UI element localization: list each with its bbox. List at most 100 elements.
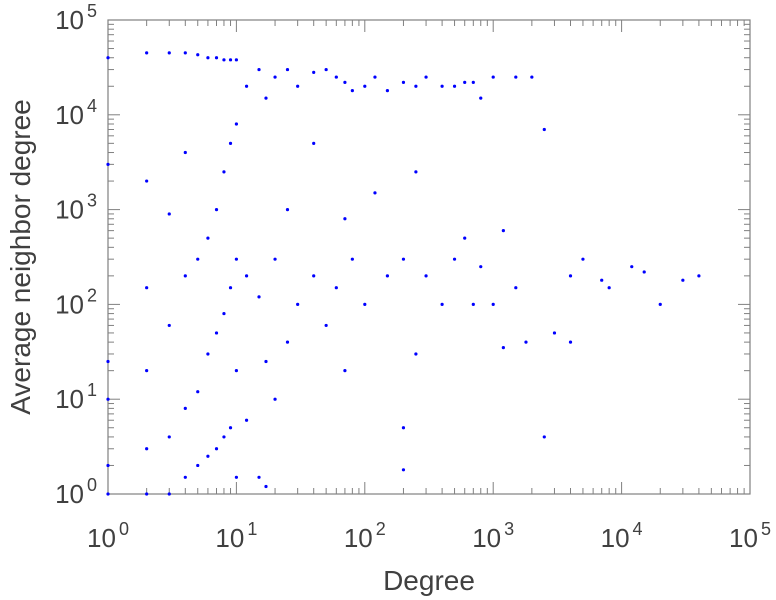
y-tick-exponent: 0	[87, 475, 97, 495]
data-point	[501, 346, 505, 350]
y-tick-exponent: 2	[87, 285, 97, 305]
data-point	[343, 217, 347, 221]
data-point	[385, 89, 390, 93]
x-tick-label: 10 4	[601, 519, 643, 553]
data-point	[257, 67, 261, 72]
data-point	[228, 141, 233, 145]
data-point	[183, 150, 187, 155]
y-tick-label: 10 3	[55, 191, 97, 225]
x-tick-base: 10	[601, 523, 630, 553]
y-tick-exponent: 3	[87, 191, 97, 211]
x-tick-labels: 10 0 10 1 10 2 10 3 10 4 10 5	[87, 519, 771, 553]
data-point	[607, 286, 611, 290]
data-point	[285, 208, 290, 212]
data-point	[206, 56, 210, 60]
data-point	[273, 397, 277, 401]
major-tick-marks	[107, 19, 751, 495]
data-point	[697, 274, 701, 278]
data-point	[196, 463, 200, 468]
data-point	[424, 274, 428, 278]
y-tick-base: 10	[55, 479, 84, 509]
data-point	[642, 270, 646, 274]
data-point	[183, 406, 187, 410]
data-point	[350, 89, 354, 93]
data-point	[630, 265, 634, 269]
data-point	[424, 75, 428, 79]
data-point	[568, 274, 573, 278]
data-point	[222, 170, 226, 174]
y-tick-exponent: 4	[87, 96, 97, 116]
data-point	[479, 96, 483, 100]
plot-area-border	[107, 19, 751, 495]
data-point	[234, 369, 238, 373]
data-point	[214, 56, 219, 60]
y-tick-base: 10	[55, 289, 84, 319]
data-point	[681, 278, 685, 282]
x-tick-label: 10 5	[729, 519, 771, 553]
data-point	[167, 323, 171, 328]
data-point	[273, 75, 277, 79]
data-point	[167, 492, 171, 496]
data-point	[167, 212, 171, 216]
x-tick-exponent: 4	[633, 519, 643, 539]
x-tick-base: 10	[344, 523, 373, 553]
data-point	[145, 492, 149, 496]
data-points	[106, 51, 701, 496]
data-point	[514, 75, 518, 79]
y-tick-label: 10 4	[55, 96, 97, 130]
data-point	[222, 311, 226, 316]
data-point	[501, 229, 505, 233]
data-point	[285, 340, 290, 344]
data-point	[264, 359, 268, 364]
data-point	[106, 397, 110, 401]
data-point	[463, 80, 467, 84]
data-point	[206, 236, 210, 240]
data-point	[244, 418, 249, 422]
x-tick-label: 10 3	[472, 519, 514, 553]
data-point	[106, 492, 110, 496]
data-point	[401, 80, 406, 84]
data-point	[244, 84, 249, 88]
x-tick-exponent: 5	[761, 519, 771, 539]
x-tick-exponent: 3	[504, 519, 514, 539]
data-point	[196, 257, 200, 261]
data-point	[222, 58, 226, 62]
data-point	[324, 323, 328, 328]
data-point	[234, 257, 238, 261]
data-point	[206, 352, 210, 356]
x-tick-label: 10 0	[87, 519, 129, 553]
data-point	[491, 302, 495, 306]
y-tick-base: 10	[55, 100, 84, 130]
x-tick-base: 10	[729, 523, 758, 553]
data-point	[106, 162, 110, 166]
x-tick-label: 10 1	[215, 519, 257, 553]
data-point	[183, 475, 187, 479]
data-point	[264, 484, 268, 489]
data-point	[401, 257, 406, 261]
data-point	[542, 435, 546, 439]
data-point	[312, 70, 316, 75]
data-point	[312, 274, 316, 278]
y-tick-label: 10 5	[55, 1, 97, 35]
data-point	[167, 435, 171, 439]
data-point	[401, 468, 406, 472]
data-point	[145, 286, 149, 290]
data-point	[264, 96, 268, 100]
data-point	[312, 141, 316, 145]
data-point	[524, 340, 528, 344]
data-point	[568, 340, 573, 344]
data-point	[244, 274, 249, 278]
data-point	[373, 75, 377, 79]
data-point	[296, 302, 300, 306]
y-tick-label: 10 0	[55, 475, 97, 509]
data-point	[440, 302, 444, 306]
data-point	[145, 447, 149, 451]
data-point	[414, 352, 418, 356]
data-point	[106, 463, 110, 468]
data-point	[257, 295, 261, 299]
data-point	[334, 286, 338, 290]
y-axis-label: Average neighbor degree	[5, 99, 36, 415]
data-point	[234, 122, 238, 126]
y-tick-exponent: 5	[87, 1, 97, 21]
